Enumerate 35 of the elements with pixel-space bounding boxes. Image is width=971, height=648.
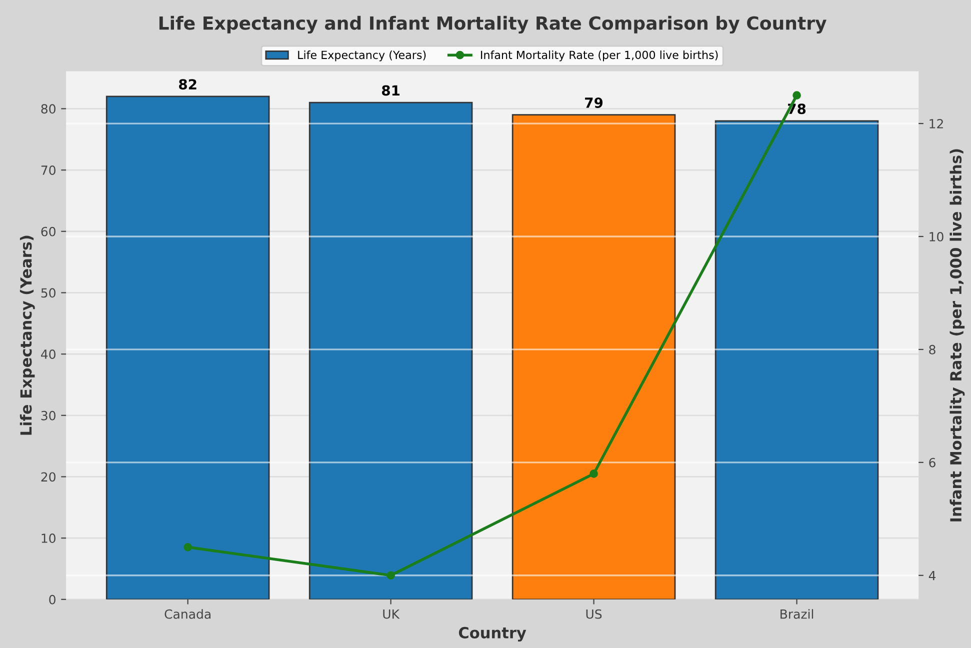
- y-tick-label: 60: [41, 226, 56, 236]
- point: [184, 542, 192, 552]
- y-tick-label: 80: [41, 104, 56, 114]
- data-label: 81: [382, 85, 400, 96]
- x-axis-title: Country: [458, 626, 526, 642]
- y-tick-label: 10: [42, 534, 56, 543]
- point: [386, 571, 395, 580]
- y2-tick-label: 12: [930, 119, 943, 128]
- y2-tick-label: 8: [929, 344, 936, 354]
- point: [792, 91, 801, 100]
- x-tick-label: Canada: [164, 609, 210, 619]
- y2-tick-label: 6: [929, 458, 936, 468]
- y2-axis-title: Infant Mortality Rate (per 1,000 live births): [950, 149, 965, 522]
- data-label: 79: [585, 97, 603, 108]
- y-tick-label: 30: [41, 410, 56, 420]
- data-label: 82: [179, 79, 196, 90]
- y-axis-title: Life Expectancy (Years): [20, 236, 35, 435]
- bar: [714, 120, 879, 600]
- y2-tick-label: 10: [930, 232, 944, 242]
- bar: [106, 96, 270, 600]
- y-tick-label: 50: [41, 288, 56, 298]
- y-tick-label: 70: [41, 166, 56, 175]
- y-tick-label: 0: [49, 594, 56, 604]
- bar: [512, 114, 676, 600]
- y2-tick-label: 4: [928, 571, 936, 580]
- bar: [308, 102, 473, 600]
- x-tick-label: Brazil: [780, 609, 814, 619]
- y-tick-label: 20: [41, 472, 56, 482]
- chart-title: Life Expectancy and Infant Mortality Rate Comparison by Country: [159, 16, 826, 34]
- legend-label: Infant Mortality Rate (per 1,000 live births): [481, 50, 718, 62]
- x-tick-label: US: [586, 609, 602, 619]
- x-tick-label: UK: [383, 610, 400, 619]
- legend-label: Life Expectancy (Years): [298, 50, 426, 62]
- y-tick-label: 40: [41, 350, 56, 359]
- point: [590, 470, 598, 478]
